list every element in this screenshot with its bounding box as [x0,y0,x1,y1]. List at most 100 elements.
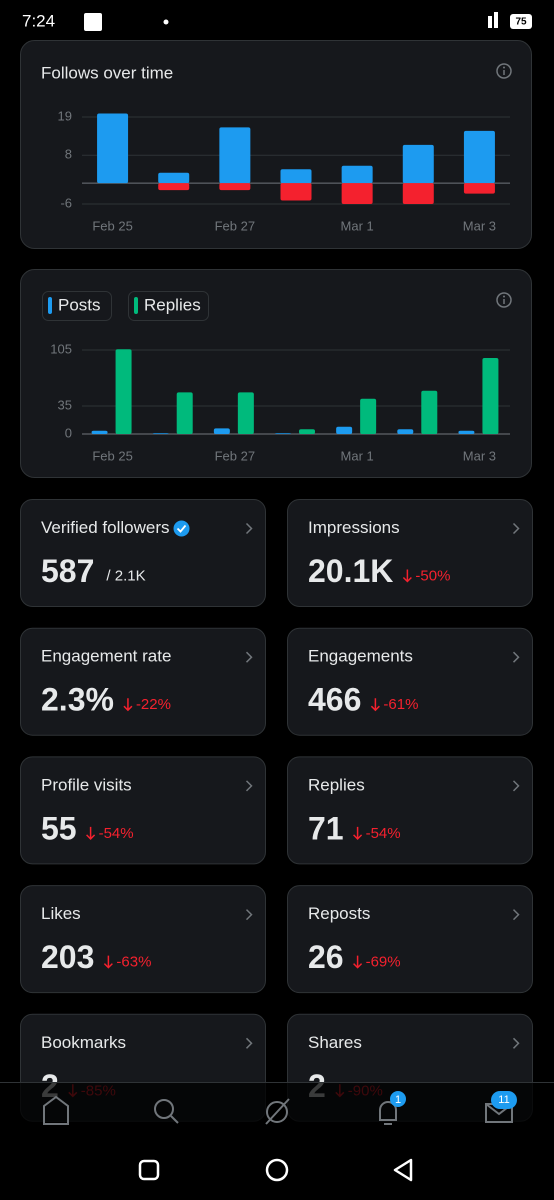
grok-tab[interactable] [265,1098,290,1125]
status-icon [84,13,102,31]
down-arrow [370,698,380,712]
x-tick-label: Feb 27 [215,448,255,463]
stat-value: 587 [41,553,94,589]
bar [275,433,291,434]
bar [213,428,230,434]
stat-label: Engagements [308,647,413,666]
chart-card [20,269,532,478]
stat-label: Verified followers [41,518,170,537]
stat-card[interactable] [287,499,533,607]
bar [97,113,129,184]
signal [494,12,498,28]
bar [219,127,251,184]
status-time: 7:24 [22,11,55,30]
battery [510,14,532,29]
stat-card[interactable] [287,627,533,736]
bar [402,183,434,205]
stat-label: Bookmarks [41,1033,126,1052]
stat-label: Impressions [308,518,400,537]
bar [115,349,132,434]
chevron [512,522,520,535]
stat-change: -50% [415,567,450,584]
stat-label: Profile visits [41,775,132,794]
bar [360,398,377,434]
bar [299,429,315,434]
bar [280,169,312,184]
stat-card[interactable] [287,885,533,994]
verified-badge [173,520,190,537]
stat-label: Engagement rate [41,647,171,666]
stat-value: 26 [308,939,344,975]
search-tab[interactable] [154,1099,179,1124]
x-tick-label: Feb 25 [92,448,132,463]
bar [152,433,169,434]
down-arrow [353,955,363,969]
stat-change: -63% [116,954,151,971]
bar [176,392,193,434]
bar [280,183,312,201]
badge-count: 1 [395,1094,401,1106]
stat-card[interactable] [20,885,266,994]
recents-button[interactable] [138,1159,160,1181]
bar [237,392,254,434]
stat-value: 55 [41,810,77,846]
bar [91,430,108,434]
info-icon[interactable] [496,292,512,308]
y-tick-label: 0 [65,425,72,440]
battery-level: 75 [515,17,527,28]
stat-card[interactable] [287,756,533,865]
x-tick-label: Feb 27 [215,218,255,233]
legend-swatch [48,297,52,314]
stat-value: 71 [308,810,344,846]
chevron [512,651,520,663]
x-tick-label: Mar 1 [341,448,374,463]
badge [491,1091,517,1109]
x-tick-label: Feb 25 [92,218,132,233]
bar [336,426,353,434]
legend-chip [42,291,112,321]
stat-label: Shares [308,1033,362,1052]
info-icon[interactable] [496,63,512,79]
system-nav [0,1140,554,1200]
stat-card[interactable] [20,499,266,607]
chevron [512,780,520,792]
y-tick-label: 19 [58,108,72,123]
bar [458,430,475,434]
stat-change: -54% [99,825,134,842]
badge [390,1091,406,1107]
bar [158,172,190,184]
back-button[interactable] [393,1158,413,1182]
status-dot [163,19,169,25]
stat-card[interactable] [20,627,266,736]
chart-title: Follows over time [41,63,173,82]
down-arrow [123,698,133,712]
verified-check [176,524,187,533]
bar [219,183,251,191]
bar [341,183,373,205]
stat-change: -54% [366,825,401,842]
legend-swatch [134,297,138,314]
signal [488,16,492,28]
stat-value: 2.3% [41,682,114,718]
stat-card[interactable] [20,756,266,865]
badge-count: 11 [498,1094,509,1106]
legend-chip [128,291,209,321]
stat-value: 203 [41,939,94,975]
bar [482,358,499,434]
stat-label: Reposts [308,904,370,923]
home-button[interactable] [265,1158,289,1182]
chevron [245,651,253,663]
notifications-tab[interactable] [379,1101,397,1125]
down-arrow [402,569,412,583]
y-tick-label: 8 [65,147,72,162]
home-tab[interactable] [43,1095,69,1125]
bar [421,390,438,434]
y-tick-label: 35 [58,397,72,412]
x-tick-label: Mar 3 [463,218,496,233]
stat-change: -69% [366,954,401,971]
stat-value: 20.1K [308,553,393,589]
x-tick-label: Mar 1 [341,218,374,233]
y-tick-label: 105 [50,341,72,356]
